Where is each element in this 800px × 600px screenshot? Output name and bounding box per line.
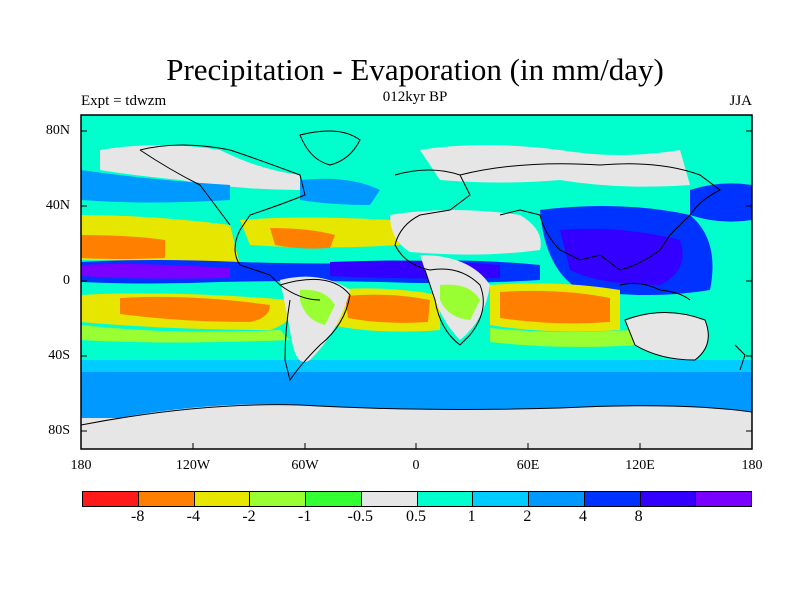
lat-label-80n: 80N — [45, 123, 70, 138]
colorbar-swatch-6 — [417, 492, 474, 506]
colorbar-swatch-10 — [640, 492, 697, 506]
axis-ticks — [80, 130, 753, 449]
lon-label-60w: 60W — [291, 458, 319, 473]
lat-label-40n: 40N — [45, 198, 70, 213]
colorbar-swatch-11 — [696, 492, 751, 506]
chart-subtitle: 012kyr BP — [382, 89, 448, 105]
colorbar-label-4: -0.5 — [347, 508, 373, 525]
colorbar-swatch-4 — [306, 492, 362, 506]
colorbar — [82, 491, 752, 507]
colorbar-swatch-3 — [250, 492, 306, 506]
season-label: JJA — [729, 93, 752, 109]
lon-label-0: 0 — [412, 458, 420, 473]
lon-label-60e: 60E — [516, 458, 540, 473]
colorbar-swatch-0 — [83, 492, 139, 506]
colorbar-swatch-7 — [473, 492, 529, 506]
colorbar-label-3: -1 — [297, 508, 312, 525]
experiment-label: Expt = tdwzm — [81, 93, 167, 109]
colorbar-label-2: -2 — [242, 508, 256, 525]
colorbar-label-9: 8 — [634, 508, 643, 525]
colorbar-swatch-2 — [194, 492, 251, 506]
colorbar-label-7: 2 — [523, 508, 532, 525]
colorbar-label-0: -8 — [130, 508, 145, 525]
lat-label-80s: 80S — [48, 423, 70, 438]
colorbar-label-5: 0.5 — [406, 508, 426, 525]
lon-label-120e: 120E — [625, 458, 655, 473]
coastlines — [81, 130, 752, 426]
lon-label-180e: 180 — [741, 458, 763, 473]
colorbar-label-6: 1 — [467, 508, 476, 525]
field-layer — [81, 115, 752, 449]
lat-label-0: 0 — [63, 273, 70, 288]
colorbar-swatch-8 — [529, 492, 585, 506]
colorbar-label-8: 4 — [579, 508, 587, 525]
lat-label-40s: 40S — [48, 348, 70, 363]
lon-label-180w: 180 — [70, 458, 92, 473]
colorbar-label-1: -4 — [186, 508, 200, 525]
colorbar-swatch-1 — [138, 492, 195, 506]
chart-title: Precipitation - Evaporation (in mm/day) — [166, 52, 664, 87]
colorbar-swatch-5 — [361, 492, 418, 506]
lon-label-120w: 120W — [175, 458, 211, 473]
colorbar-swatch-9 — [584, 492, 641, 506]
